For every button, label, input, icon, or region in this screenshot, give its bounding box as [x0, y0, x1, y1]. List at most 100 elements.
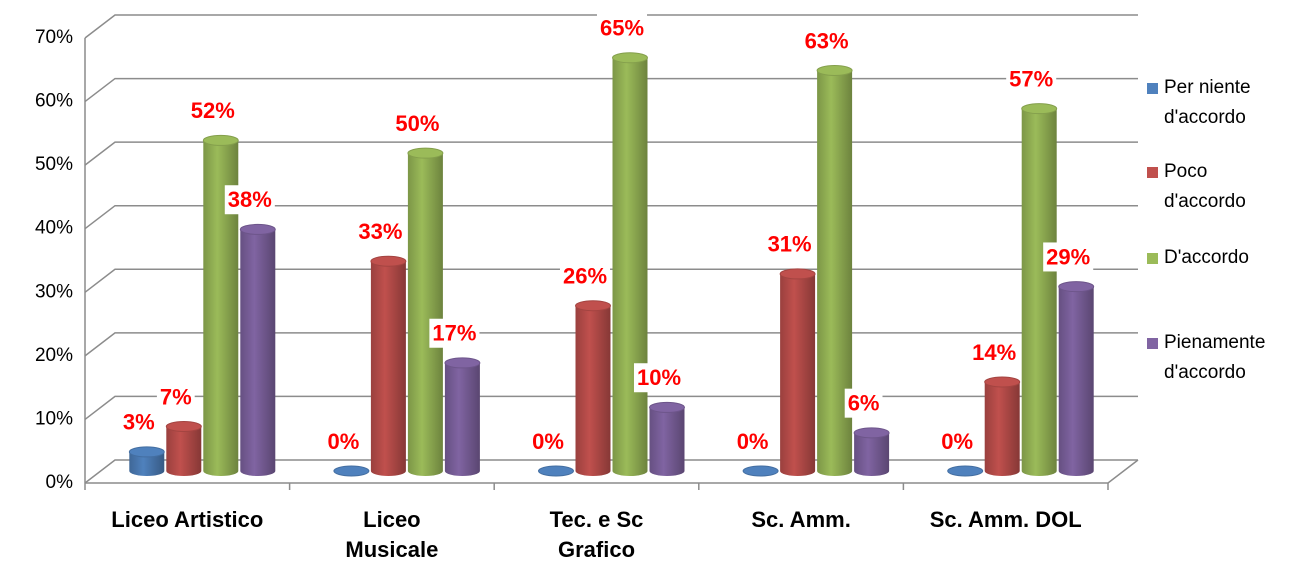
- label-bg: [429, 318, 480, 348]
- y-tick-label: 20%: [35, 345, 73, 366]
- label-bg: [969, 337, 1020, 367]
- bar: [407, 153, 443, 477]
- label-bg: [559, 261, 611, 291]
- label-bg: [1043, 242, 1094, 272]
- bar-top: [947, 465, 984, 477]
- x-tick-label: Sc. Amm. DOL: [929, 507, 1082, 532]
- legend-label: D'accordo: [1164, 247, 1249, 268]
- bar-top: [165, 421, 202, 432]
- label-bg: [844, 388, 883, 418]
- bar-top: [816, 65, 853, 76]
- bar-top: [370, 255, 407, 267]
- grid-line: [84, 141, 1138, 166]
- legend-swatch: [1147, 83, 1158, 94]
- label-bg: [938, 426, 977, 456]
- bar-top: [239, 223, 276, 235]
- data-label: 0%: [941, 429, 973, 454]
- bar: [203, 140, 239, 477]
- grid-line: [84, 14, 1138, 39]
- bar: [166, 426, 202, 477]
- legend-swatch: [1147, 338, 1158, 349]
- data-label: 26%: [563, 264, 607, 289]
- data-label: 0%: [737, 429, 769, 454]
- data-label: 3%: [123, 410, 155, 435]
- bar: [1021, 108, 1057, 476]
- bar: [129, 451, 165, 477]
- bar-top: [1021, 103, 1058, 115]
- legend-swatch: [1147, 167, 1158, 178]
- label-bg: [119, 407, 158, 437]
- y-tick-label: 0%: [46, 472, 74, 493]
- data-label: 38%: [228, 187, 272, 212]
- x-tick-label: Liceo Artistico: [111, 507, 264, 532]
- label-bg: [596, 13, 648, 43]
- bar-top: [444, 357, 481, 369]
- bar-top: [575, 300, 611, 312]
- bar: [817, 70, 853, 477]
- data-label: 33%: [358, 219, 402, 244]
- bar: [780, 273, 816, 477]
- bar-top: [853, 427, 890, 439]
- data-label: 52%: [191, 98, 235, 123]
- bar-top: [128, 446, 165, 458]
- legend-label: Poco d'accordo: [1164, 161, 1246, 212]
- bar-top: [779, 268, 816, 280]
- x-tick-label: Tec. e Sc Grafico: [549, 507, 644, 562]
- data-label: 29%: [1046, 244, 1090, 269]
- x-tick-label: Sc. Amm.: [751, 507, 851, 532]
- bar-top: [742, 465, 779, 477]
- bar: [612, 57, 648, 477]
- label-bg: [224, 185, 275, 215]
- data-label: 0%: [328, 429, 360, 454]
- label-bg: [187, 96, 238, 126]
- bar-top: [538, 465, 574, 477]
- data-label: 17%: [432, 321, 476, 346]
- bar: [649, 407, 685, 477]
- bar-top: [333, 465, 370, 477]
- y-tick-label: 60%: [35, 91, 73, 112]
- y-tick-label: 10%: [35, 408, 73, 429]
- y-tick-label: 70%: [35, 27, 73, 48]
- y-tick-label: 30%: [35, 281, 73, 302]
- bar: [370, 261, 406, 477]
- label-bg: [156, 382, 195, 412]
- bar: [984, 382, 1020, 477]
- data-label: 7%: [160, 384, 192, 409]
- y-tick-label: 50%: [35, 154, 73, 175]
- bar-top: [984, 376, 1021, 388]
- label-bg: [324, 426, 363, 456]
- data-label: 65%: [600, 16, 644, 41]
- data-label: 57%: [1009, 66, 1053, 91]
- data-label: 31%: [768, 232, 812, 257]
- legend-label: Per niente d'accordo: [1164, 77, 1251, 128]
- label-bg: [392, 108, 443, 138]
- data-label: 6%: [848, 391, 880, 416]
- x-tick-label: Liceo Musicale: [345, 507, 439, 562]
- bar: [240, 229, 276, 476]
- bar: [854, 432, 890, 477]
- data-label: 0%: [532, 429, 564, 454]
- label-bg: [764, 229, 815, 259]
- bar: [575, 305, 611, 477]
- grid-line: [84, 204, 1138, 230]
- y-tick-label: 40%: [35, 218, 73, 239]
- bar-top: [407, 147, 444, 159]
- data-label: 63%: [805, 28, 849, 53]
- legend-swatch: [1147, 253, 1158, 264]
- bar-top: [612, 52, 648, 64]
- bar-top: [649, 401, 685, 413]
- bar-top: [202, 134, 239, 146]
- data-label: 14%: [972, 340, 1016, 365]
- label-bg: [801, 26, 852, 56]
- label-bg: [529, 426, 567, 456]
- bar: [444, 362, 480, 477]
- legend-label: Pienamente d'accordo: [1164, 332, 1266, 383]
- label-bg: [633, 363, 685, 393]
- label-bg: [1006, 64, 1057, 94]
- label-bg: [733, 426, 772, 456]
- label-bg: [355, 217, 406, 247]
- bar-top: [1058, 281, 1095, 293]
- grid-line: [84, 77, 1138, 103]
